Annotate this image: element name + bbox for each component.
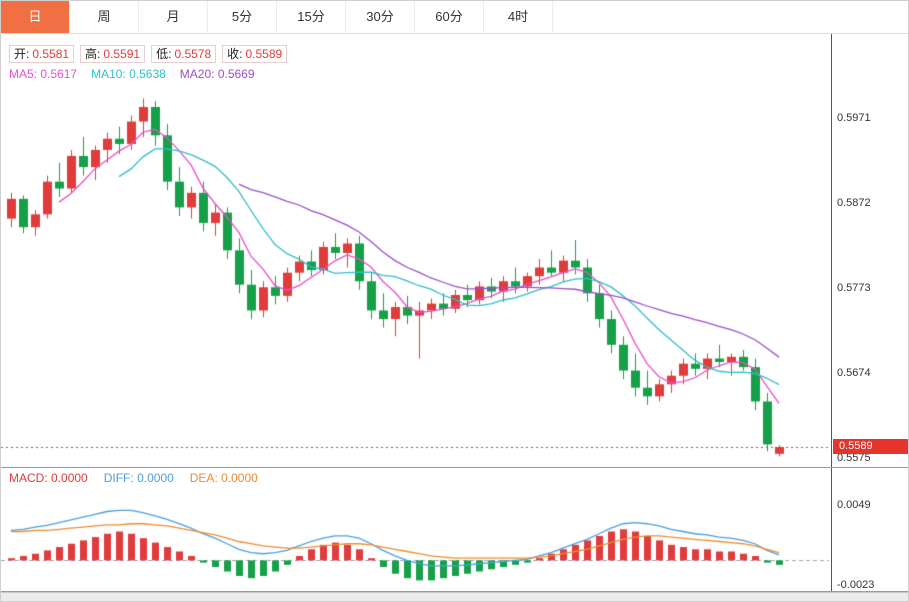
tab-60min[interactable]: 60分 (415, 1, 484, 33)
tab-week[interactable]: 周 (70, 1, 139, 33)
tab-4hour[interactable]: 4时 (484, 1, 553, 33)
diff-value: 0.0000 (137, 471, 174, 485)
tab-5min[interactable]: 5分 (208, 1, 277, 33)
ohlc-close: 收: 0.5589 (222, 45, 288, 63)
close-value: 0.5589 (245, 47, 283, 61)
axis-label-2: 0.5872 (837, 197, 871, 209)
axis-label-4: 0.5674 (837, 367, 871, 379)
macd-legend: MACD: 0.0000 DIFF: 0.0000 DEA: 0.0000 (9, 470, 258, 486)
macd-item: MACD: 0.0000 (9, 470, 88, 486)
diff-item: DIFF: 0.0000 (104, 470, 174, 486)
tab-30min[interactable]: 30分 (346, 1, 415, 33)
ma-legend: MA5: 0.5617 MA10: 0.5638 MA20: 0.5669 (9, 66, 255, 82)
ohlc-low: 低: 0.5578 (151, 45, 217, 63)
macd-value: 0.0000 (51, 471, 88, 485)
open-label: 开: (14, 47, 30, 61)
close-label: 收: (227, 47, 243, 61)
chart-bottom-border (1, 591, 908, 592)
macd-chart-canvas[interactable] (1, 489, 831, 591)
ma10-label: MA10: (91, 67, 126, 81)
ohlc-open: 开: 0.5581 (9, 45, 75, 63)
ma5-label: MA5: (9, 67, 38, 81)
ohlc-high: 高: 0.5591 (80, 45, 146, 63)
macd-axis-label-top: 0.0049 (837, 499, 871, 511)
high-value: 0.5591 (103, 47, 141, 61)
dea-item: DEA: 0.0000 (190, 470, 258, 486)
bottom-scroll-strip[interactable] (1, 592, 908, 601)
high-label: 高: (85, 47, 101, 61)
candlestick-chart-canvas[interactable] (1, 33, 831, 467)
ma20-value: 0.5669 (217, 67, 255, 81)
low-value: 0.5578 (174, 47, 212, 61)
macd-axis-label-bottom: -0.0023 (837, 579, 875, 591)
tab-day[interactable]: 日 (1, 1, 70, 33)
axis-label-3: 0.5773 (837, 282, 871, 294)
current-price-tag: 0.5589 (833, 439, 908, 454)
ma20-label: MA20: (179, 67, 215, 81)
ma10-value: 0.5638 (129, 67, 166, 81)
ma5-value: 0.5617 (40, 67, 78, 81)
open-value: 0.5581 (32, 47, 70, 61)
dea-label: DEA: (189, 471, 218, 485)
ma10-item: MA10: 0.5638 (91, 66, 166, 82)
dea-value: 0.0000 (221, 471, 258, 485)
axis-label-5: 0.5575 (837, 452, 871, 464)
low-label: 低: (156, 47, 172, 61)
axis-label-1: 0.5971 (837, 112, 871, 124)
ohlc-legend: 开: 0.5581 高: 0.5591 低: 0.5578 收: 0.5589 (9, 45, 288, 63)
ma20-item: MA20: 0.5669 (180, 66, 255, 82)
tab-15min[interactable]: 15分 (277, 1, 346, 33)
period-tabbar: 日 周 月 5分 15分 30分 60分 4时 (1, 1, 908, 34)
pane-divider (1, 467, 908, 468)
tab-month[interactable]: 月 (139, 1, 208, 33)
diff-label: DIFF: (103, 471, 134, 485)
macd-label: MACD: (9, 471, 48, 485)
price-axis: 0.5971 0.5872 0.5773 0.5674 0.5575 0.558… (831, 33, 908, 591)
ma5-item: MA5: 0.5617 (9, 66, 77, 82)
